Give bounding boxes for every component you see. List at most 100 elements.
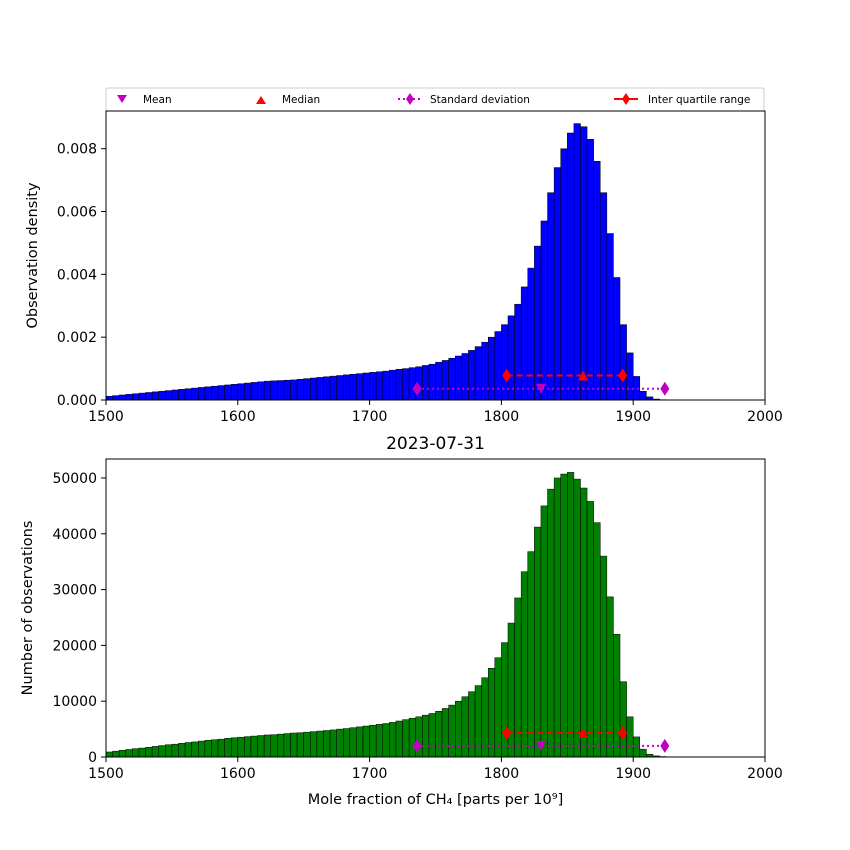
bottom-chart-title: 2023-07-31 xyxy=(386,434,485,454)
bottom-bar xyxy=(198,740,206,758)
bottom-y-tick-label: 0 xyxy=(88,750,97,766)
bottom-bar xyxy=(580,487,588,758)
top-bar xyxy=(455,355,463,401)
top-bar xyxy=(171,389,179,401)
top-bar xyxy=(211,385,219,401)
bottom-plot-frame xyxy=(105,458,766,758)
top-bar xyxy=(369,372,377,401)
bottom-bar xyxy=(145,746,153,758)
top-bar xyxy=(336,375,344,401)
legend-entry-mean: Mean xyxy=(117,94,172,106)
legend-entry-median: Median xyxy=(256,94,320,106)
top-bar xyxy=(593,161,601,401)
top-y-tick-label: 0.004 xyxy=(57,267,97,283)
bottom-bar xyxy=(435,710,443,758)
top-std-low-marker xyxy=(412,381,422,396)
top-bar xyxy=(132,393,140,401)
top-bar xyxy=(224,384,232,401)
top-bar xyxy=(441,360,449,401)
bottom-bar xyxy=(573,478,581,758)
top-bar xyxy=(165,390,173,401)
bottom-bar xyxy=(118,750,127,758)
top-bar xyxy=(191,387,199,401)
top-bar xyxy=(560,148,568,401)
top-bar xyxy=(356,373,364,401)
bottom-y-tick-label: 50000 xyxy=(52,471,97,487)
top-x-tick-label: 1500 xyxy=(88,409,124,425)
top-bar xyxy=(323,376,331,401)
top-bar xyxy=(573,123,581,401)
legend-std-label: Standard deviation xyxy=(430,94,530,106)
top-bar xyxy=(600,192,608,401)
bottom-x-tick-label: 1700 xyxy=(352,766,388,782)
bottom-std-high-marker xyxy=(660,738,670,753)
bottom-y-tick-label: 30000 xyxy=(52,583,97,599)
bottom-bar xyxy=(105,751,113,758)
bottom-bar xyxy=(296,732,304,758)
top-bar xyxy=(316,377,324,401)
bottom-bar xyxy=(230,737,239,758)
legend-median-marker xyxy=(256,96,266,104)
bottom-bar xyxy=(336,728,344,758)
top-bar xyxy=(639,390,647,401)
top-bar xyxy=(290,379,298,401)
top-x-tick-label: 1600 xyxy=(220,409,256,425)
top-bar xyxy=(474,346,482,401)
bottom-bar xyxy=(382,723,390,758)
bottom-bar xyxy=(593,522,601,758)
top-bar xyxy=(613,277,621,401)
bottom-bar xyxy=(375,724,384,758)
top-bar xyxy=(534,245,542,401)
top-bar xyxy=(145,392,153,401)
bottom-bar xyxy=(362,725,370,758)
top-bar xyxy=(567,132,575,401)
top-y-tick-label: 0.008 xyxy=(57,142,97,158)
bottom-bar xyxy=(632,736,641,758)
top-bar xyxy=(184,388,192,401)
top-bar xyxy=(118,394,127,401)
top-bar xyxy=(580,126,588,401)
top-bar xyxy=(540,220,548,401)
bottom-iqr-q3-marker xyxy=(618,726,628,741)
bottom-std-low-marker xyxy=(412,738,422,753)
top-median-marker xyxy=(578,370,589,381)
top-bar xyxy=(382,370,390,401)
bottom-x-axis-label: Mole fraction of CH₄ [parts per 10⁹] xyxy=(308,792,563,808)
top-y-axis-label: Observation density xyxy=(25,182,41,328)
top-x-tick-label: 1700 xyxy=(352,409,388,425)
top-bar xyxy=(461,353,469,401)
bottom-y-axis-label: Number of observations xyxy=(20,521,36,696)
top-bar xyxy=(303,378,311,401)
top-bar xyxy=(257,381,265,401)
bottom-bar xyxy=(455,700,463,758)
bottom-y-axis: 0 10000 20000 30000 40000 50000 xyxy=(52,471,106,766)
bottom-count-chart: 2023-07-31 1500 1600 1700 1800 1900 2000 0 100… xyxy=(20,434,783,808)
bottom-bar xyxy=(244,736,252,758)
top-bar xyxy=(217,385,225,401)
bottom-bar xyxy=(349,727,357,758)
top-y-tick-label: 0.006 xyxy=(57,205,97,221)
bottom-bar xyxy=(323,730,331,758)
bottom-bar xyxy=(567,472,575,758)
bottom-bar xyxy=(507,622,515,758)
bottom-bar xyxy=(448,704,456,758)
top-bar xyxy=(435,362,443,401)
bottom-bar xyxy=(138,747,146,758)
bottom-mean-marker xyxy=(535,740,546,751)
top-bar xyxy=(250,382,258,401)
bottom-bar xyxy=(540,505,548,758)
bottom-bar xyxy=(402,719,410,758)
top-bar xyxy=(507,315,515,401)
bottom-bar xyxy=(191,741,199,758)
top-bar xyxy=(151,391,159,401)
top-x-axis: 1500 1600 1700 1800 1900 2000 xyxy=(88,400,783,425)
bottom-bar xyxy=(211,739,219,758)
legend: Mean Median Standard deviation Inter qua… xyxy=(105,87,765,112)
top-bar xyxy=(626,352,634,401)
bottom-y-tick-label: 20000 xyxy=(52,638,97,654)
top-bar xyxy=(375,371,384,401)
bottom-bar xyxy=(441,708,449,758)
bottom-y-tick-label: 10000 xyxy=(52,694,97,710)
bottom-bar xyxy=(277,733,285,758)
top-y-axis: 0.000 0.002 0.004 0.006 0.008 xyxy=(57,142,106,409)
